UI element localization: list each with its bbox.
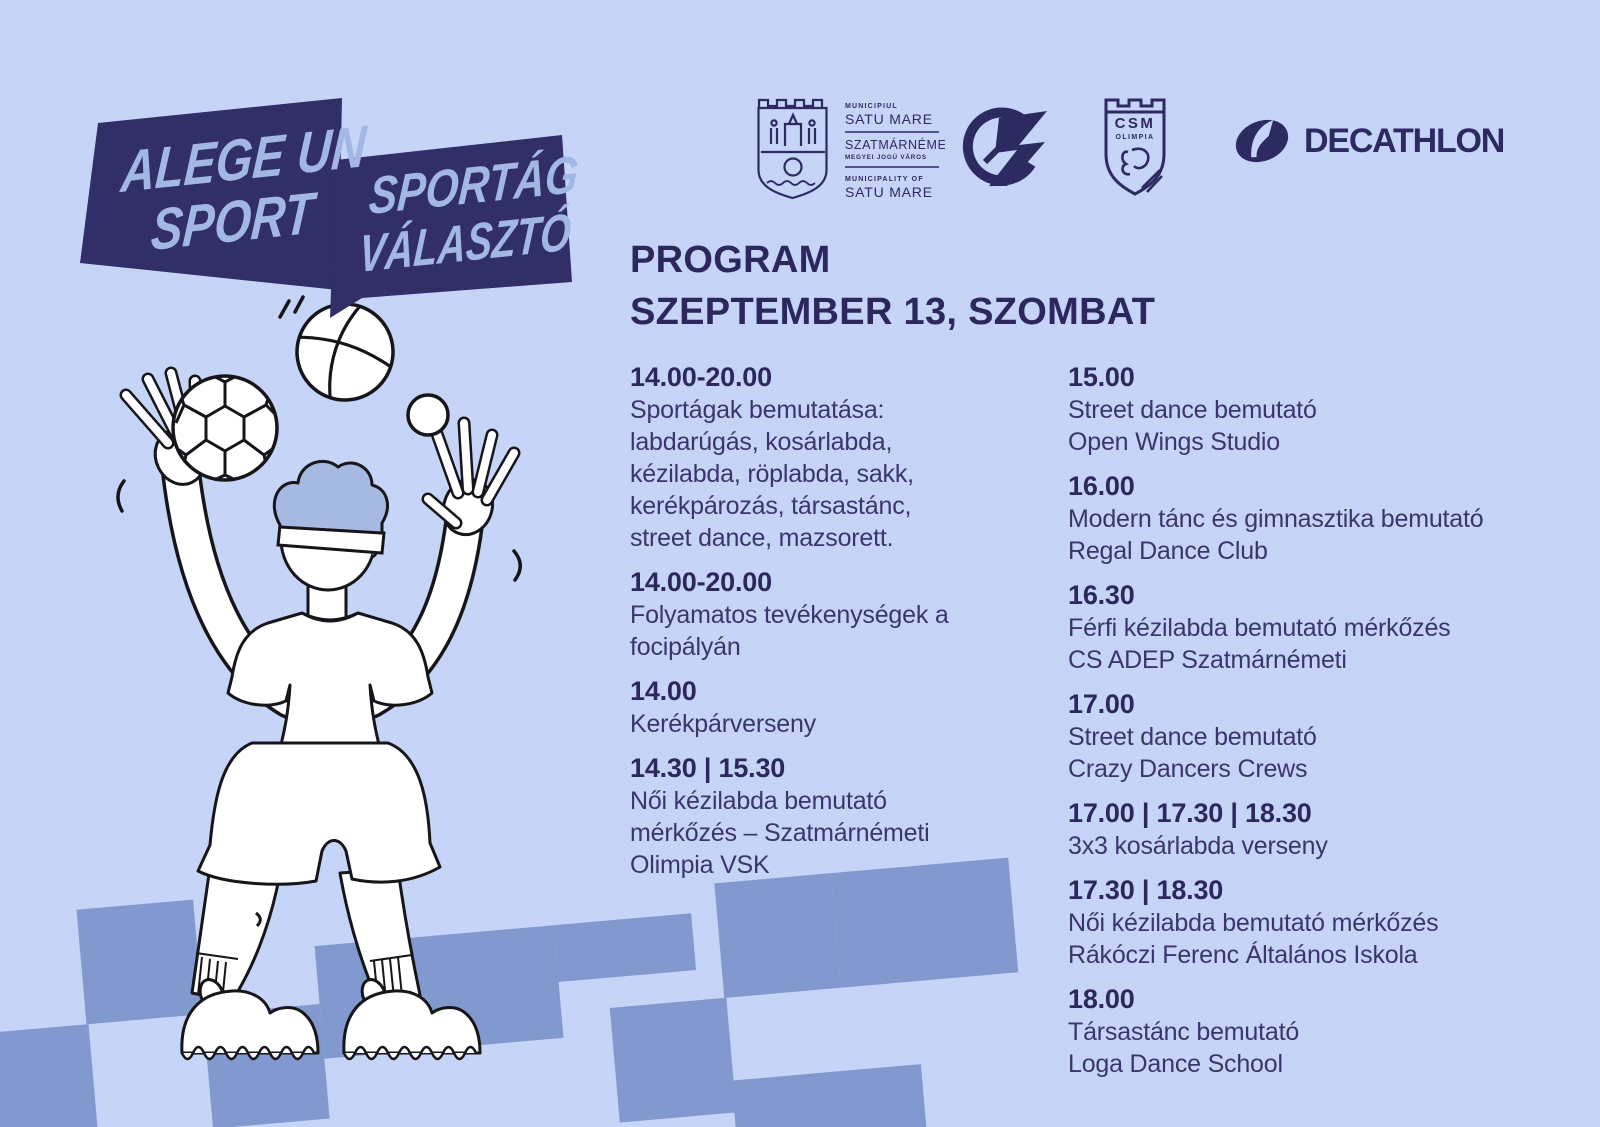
entry-text: Sportágak bemutatása: labdarúgás, kosárl…: [630, 396, 914, 552]
gz-monogram-logo: [962, 107, 1047, 186]
entry-time: 18.00: [1068, 984, 1135, 1014]
banner-shape-left: [80, 98, 342, 290]
t-shirt: [226, 611, 434, 759]
schedule-entry: 17.00 | 17.30 | 18.30 3x3 kosárlabda ver…: [1068, 796, 1588, 862]
entry-text: Társastánc bemutató Loga Dance School: [1068, 1018, 1300, 1078]
decathlon-swoosh-icon: [1235, 119, 1289, 163]
motion-dash-icon: [116, 295, 522, 582]
entry-text: Férfi kézilabda bemutató mérkőzés CS ADE…: [1068, 614, 1451, 674]
entry-time: 16.30: [1068, 580, 1135, 610]
entry-text: Női kézilabda bemutató mérkőzés Rákóczi …: [1068, 909, 1439, 969]
decathlon-logo: DECATHLON: [1232, 112, 1505, 170]
entry-text: Folyamatos tevékenységek a focipályán: [630, 601, 949, 661]
legs: [190, 865, 422, 1005]
municipality-label-ro-small: MUNICIPIUL: [845, 103, 898, 110]
entry-text: 3x3 kosárlabda verseny: [1068, 832, 1328, 860]
program-schedule: 14.00-20.00 Sportágak bemutatása: labdar…: [630, 360, 1588, 1091]
municipality-satu-mare-logo: MUNICIPIUL SATU MARE SZATMÁRNÉMETI MEGYE…: [757, 98, 945, 200]
entry-time: 14.00: [630, 676, 697, 706]
cap: [272, 460, 389, 535]
small-ball-icon: [406, 393, 450, 437]
entry-text: Női kézilabda bemutató mérkőzés – Szatmá…: [630, 787, 930, 879]
head: [272, 460, 389, 592]
municipality-label-ro: SATU MARE: [845, 111, 933, 127]
municipality-label-hu: SZATMÁRNÉMETI: [845, 137, 945, 152]
entry-time: 14.30 | 15.30: [630, 753, 786, 783]
program-heading: PROGRAM SZEPTEMBER 13, SZOMBAT: [630, 234, 1155, 338]
municipality-label-en-small: MUNICIPALITY OF: [845, 176, 924, 183]
csm-olimpia-logo: CSM OLIMPIA: [1104, 98, 1166, 196]
right-hand: [421, 416, 521, 537]
csm-label: CSM: [1115, 115, 1156, 132]
schedule-entry: 16.30 Férfi kézilabda bemutató mérkőzés …: [1068, 578, 1588, 676]
entry-time: 14.00-20.00: [630, 567, 772, 597]
soccer-ball-icon: [171, 374, 279, 482]
entry-text: Street dance bemutató Open Wings Studio: [1068, 396, 1317, 456]
schedule-entry: 14.00-20.00 Folyamatos tevékenységek a f…: [630, 565, 1068, 663]
decathlon-wordmark: DECATHLON: [1304, 121, 1505, 160]
entry-text: Street dance bemutató Crazy Dancers Crew…: [1068, 723, 1317, 783]
entry-time: 17.00: [1068, 689, 1135, 719]
program-subtitle: SZEPTEMBER 13, SZOMBAT: [630, 291, 1156, 333]
schedule-column-right: 15.00 Street dance bemutató Open Wings S…: [1068, 360, 1588, 1091]
schedule-entry: 17.00 Street dance bemutató Crazy Dancer…: [1068, 687, 1588, 785]
schedule-entry: 17.30 | 18.30 Női kézilabda bemutató mér…: [1068, 873, 1588, 971]
entry-time: 14.00-20.00: [630, 362, 772, 392]
entry-time: 15.00: [1068, 362, 1135, 392]
municipality-label-hu-small: MEGYEI JOGÚ VÁROS: [845, 152, 927, 161]
title-banners: ALEGE UN SPORT SPORTÁG VÁLASZTÓ: [80, 98, 580, 318]
program-title: PROGRAM: [630, 239, 831, 281]
juggler-illustration: [116, 295, 522, 1061]
sneakers: [180, 989, 482, 1061]
schedule-entry: 16.00 Modern tánc és gimnasztika bemutat…: [1068, 469, 1588, 567]
entry-time: 17.00 | 17.30 | 18.30: [1068, 798, 1312, 828]
schedule-entry: 15.00 Street dance bemutató Open Wings S…: [1068, 360, 1588, 458]
shorts: [196, 741, 442, 886]
entry-time: 17.30 | 18.30: [1068, 875, 1224, 905]
entry-time: 16.00: [1068, 471, 1135, 501]
schedule-column-left: 14.00-20.00 Sportágak bemutatása: labdar…: [630, 360, 1068, 1091]
entry-text: Kerékpárverseny: [630, 710, 816, 738]
schedule-entry: 14.30 | 15.30 Női kézilabda bemutató mér…: [630, 751, 1068, 881]
csm-sublabel: OLIMPIA: [1116, 134, 1155, 141]
entry-text: Modern tánc és gimnasztika bemutató Rega…: [1068, 505, 1484, 565]
collar-line: [301, 611, 359, 623]
municipality-label-en: SATU MARE: [845, 184, 933, 200]
schedule-entry: 18.00 Társastánc bemutató Loga Dance Sch…: [1068, 982, 1588, 1080]
schedule-entry: 14.00-20.00 Sportágak bemutatása: labdar…: [630, 360, 1068, 554]
schedule-entry: 14.00 Kerékpárverseny: [630, 674, 1068, 740]
banner-shape-right: [330, 135, 572, 318]
